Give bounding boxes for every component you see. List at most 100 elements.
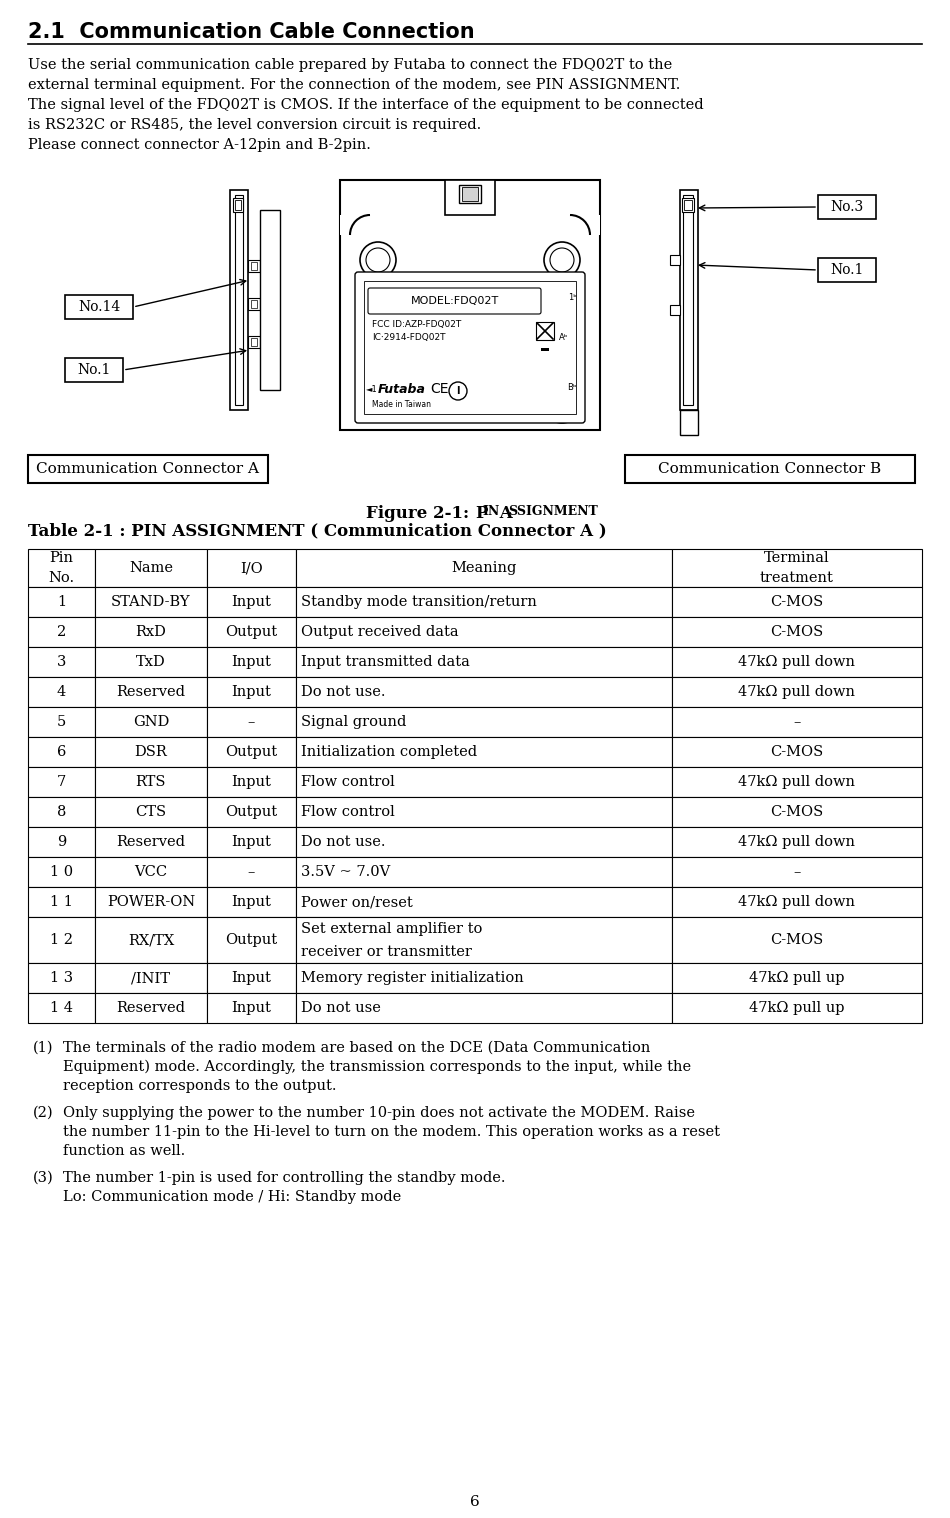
Text: 47kΩ pull down: 47kΩ pull down [738,776,855,789]
Bar [672,858,922,887]
Bar [682,197,694,213]
Bar [28,647,95,677]
Text: 4: 4 [57,685,67,698]
Circle shape [360,241,396,278]
Bar [95,917,207,962]
Text: Bᵇ: Bᵇ [567,383,577,392]
Text: TxD: TxD [136,654,166,669]
Text: 2.1  Communication Cable Connection: 2.1 Communication Cable Connection [28,21,475,43]
Text: 1 1: 1 1 [50,896,73,909]
Bar [296,647,672,677]
Text: Memory register initialization: Memory register initialization [301,972,524,985]
Text: Figure 2-1:: Figure 2-1: [366,505,475,522]
Bar [296,962,672,993]
Bar [28,993,95,1023]
Bar [207,827,296,858]
Bar [340,216,370,235]
Text: The number 1-pin is used for controlling the standby mode.: The number 1-pin is used for controlling… [63,1170,505,1186]
Text: reception corresponds to the output.: reception corresponds to the output. [63,1079,336,1093]
Bar [296,616,672,647]
Bar [683,194,693,405]
Bar [672,767,922,797]
Text: Name: Name [129,562,173,575]
Bar [672,887,922,917]
Text: Reserved: Reserved [117,685,185,698]
Text: C-MOS: C-MOS [770,745,824,759]
Text: POWER-ON: POWER-ON [106,896,195,909]
Text: Input transmitted data: Input transmitted data [301,654,470,669]
Bar [95,797,207,827]
Text: No.: No. [48,571,75,584]
Bar [541,348,549,351]
Bar [260,209,280,390]
Bar [296,887,672,917]
Text: –: – [248,715,256,729]
Bar [818,194,876,219]
Circle shape [366,247,390,272]
Text: 3: 3 [57,654,67,669]
Bar [28,797,95,827]
Bar [248,335,260,348]
Bar [251,301,257,308]
Text: C-MOS: C-MOS [770,934,824,947]
Text: Output: Output [225,934,277,947]
Text: SSIGNMENT: SSIGNMENT [508,505,598,518]
Text: the number 11-pin to the Hi-level to turn on the modem. This operation works as : the number 11-pin to the Hi-level to tur… [63,1125,720,1138]
Bar [65,294,133,319]
Bar [680,410,698,436]
Text: Input: Input [232,654,272,669]
Bar [230,190,248,410]
Bar [207,677,296,707]
Bar [672,827,922,858]
Bar [364,281,576,414]
Bar [672,962,922,993]
Bar [672,677,922,707]
Text: The terminals of the radio modem are based on the DCE (Data Communication: The terminals of the radio modem are bas… [63,1041,651,1055]
Text: treatment: treatment [760,571,834,584]
Text: I/O: I/O [240,562,263,575]
Text: RTS: RTS [136,776,166,789]
Bar [28,962,95,993]
Text: Equipment) mode. Accordingly, the transmission corresponds to the input, while t: Equipment) mode. Accordingly, the transm… [63,1060,692,1075]
Text: –: – [248,865,256,879]
Bar [95,738,207,767]
Text: VCC: VCC [134,865,167,879]
Text: No.1: No.1 [830,263,864,276]
Text: function as well.: function as well. [63,1145,185,1158]
Bar [95,767,207,797]
Bar [207,738,296,767]
Text: 3.5V ~ 7.0V: 3.5V ~ 7.0V [301,865,390,879]
Bar [684,200,692,209]
Text: –: – [793,865,801,879]
Bar [251,339,257,346]
Bar [296,550,672,587]
FancyBboxPatch shape [355,272,585,424]
Bar [207,962,296,993]
Text: Do not use.: Do not use. [301,835,386,849]
Text: Output: Output [225,625,277,639]
Text: Flow control: Flow control [301,805,395,820]
Bar [28,550,95,587]
Circle shape [544,387,580,424]
Bar [625,455,915,483]
Bar [340,181,600,430]
Bar [248,298,260,310]
Text: Please connect connector A-12pin and B-2pin.: Please connect connector A-12pin and B-2… [28,138,370,152]
Text: 47kΩ pull down: 47kΩ pull down [738,896,855,909]
Text: Input: Input [232,595,272,609]
Bar [462,187,478,200]
Text: Input: Input [232,1000,272,1016]
Text: Output received data: Output received data [301,625,459,639]
Text: Flow control: Flow control [301,776,395,789]
Bar [28,677,95,707]
Text: A: A [494,505,512,522]
Text: Do not use.: Do not use. [301,685,386,698]
Bar [95,677,207,707]
Bar [251,263,257,270]
Bar [95,707,207,738]
Text: 47kΩ pull up: 47kΩ pull up [750,972,845,985]
Bar [95,827,207,858]
Bar [207,858,296,887]
Text: STAND-BY: STAND-BY [111,595,191,609]
Bar [207,917,296,962]
